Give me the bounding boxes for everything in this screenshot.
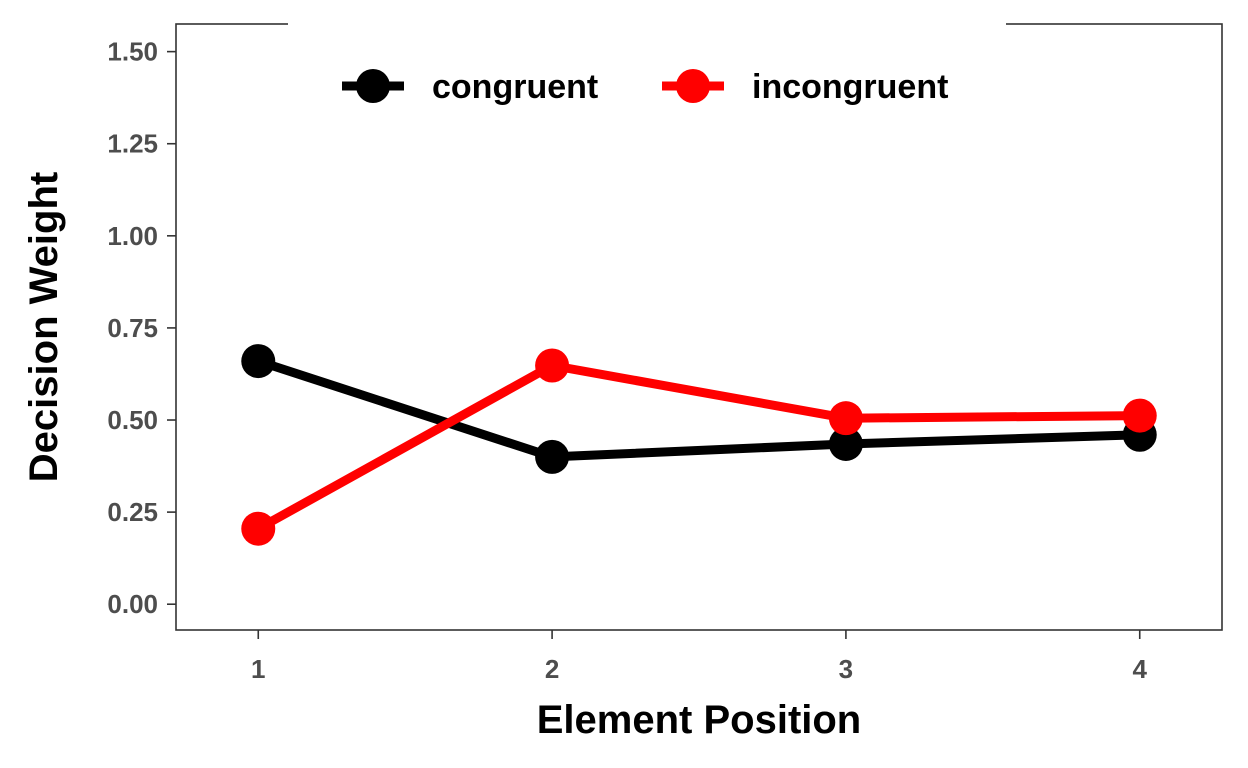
data-point-congruent [241, 344, 276, 379]
x-axis-title: Element Position [537, 698, 862, 742]
x-tick-label: 3 [839, 654, 853, 684]
data-point-congruent [828, 426, 863, 461]
y-axis-title: Decision Weight [22, 172, 66, 482]
y-tick-label: 0.75 [107, 313, 158, 343]
legend-key-congruent-point [356, 69, 390, 103]
legend-key-incongruent-point [676, 69, 710, 103]
y-axis: 0.00 0.25 0.50 0.75 1.00 1.25 1.50 [107, 37, 176, 619]
legend-background [288, 16, 1006, 32]
y-tick-label: 0.25 [107, 497, 158, 527]
y-tick-label: 1.50 [107, 37, 158, 67]
x-axis: 1 2 3 4 [251, 630, 1147, 684]
data-point-incongruent [828, 401, 863, 436]
x-tick-label: 2 [545, 654, 559, 684]
x-tick-label: 4 [1132, 654, 1147, 684]
y-tick-label: 1.25 [107, 129, 158, 159]
series-group [241, 344, 1157, 546]
x-tick-label: 1 [251, 654, 265, 684]
legend: congruent incongruent [288, 16, 1006, 106]
plot-panel [175, 23, 1223, 631]
data-point-incongruent [1122, 398, 1157, 433]
data-point-congruent [535, 439, 570, 474]
y-tick-label: 0.50 [107, 405, 158, 435]
legend-label-incongruent: incongruent [752, 68, 948, 106]
data-point-incongruent [535, 348, 570, 383]
y-tick-label: 1.00 [107, 221, 158, 251]
data-point-incongruent [241, 511, 276, 546]
series-line-congruent [253, 356, 1145, 462]
legend-label-congruent: congruent [432, 68, 598, 106]
plot-border [175, 23, 1223, 631]
y-tick-label: 0.00 [107, 589, 158, 619]
series-line-incongruent [253, 361, 1145, 534]
